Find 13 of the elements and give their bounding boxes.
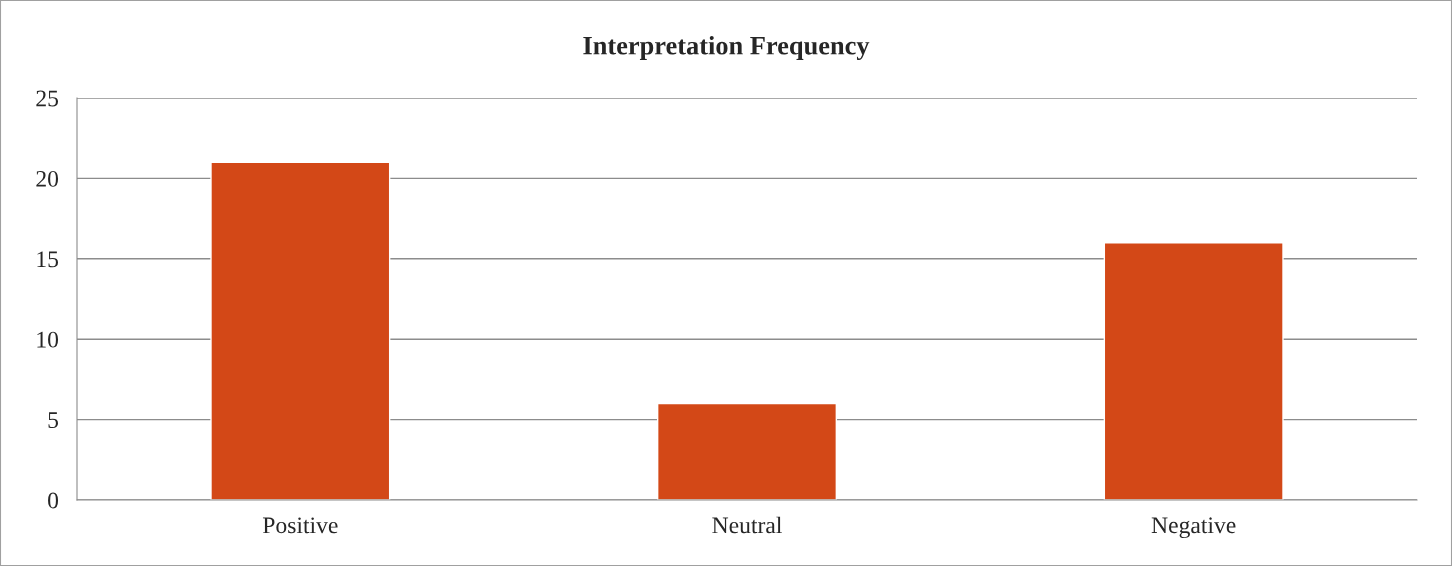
y-tick-label: 5 xyxy=(48,412,59,429)
y-tick-label: 25 xyxy=(36,90,59,107)
x-tick-label: Negative xyxy=(1151,517,1236,539)
chart-title: Interpretation Frequency xyxy=(583,36,870,60)
y-tick-label: 10 xyxy=(37,331,59,348)
x-tick-label: Positive xyxy=(262,517,338,534)
bar xyxy=(210,161,391,500)
y-tick-label: 15 xyxy=(37,251,59,268)
x-tick-label: Neutral xyxy=(712,516,782,534)
bar xyxy=(656,402,838,500)
y-tick-label: 0 xyxy=(48,492,59,509)
bar xyxy=(1103,242,1284,500)
y-tick-label: 20 xyxy=(36,170,59,187)
